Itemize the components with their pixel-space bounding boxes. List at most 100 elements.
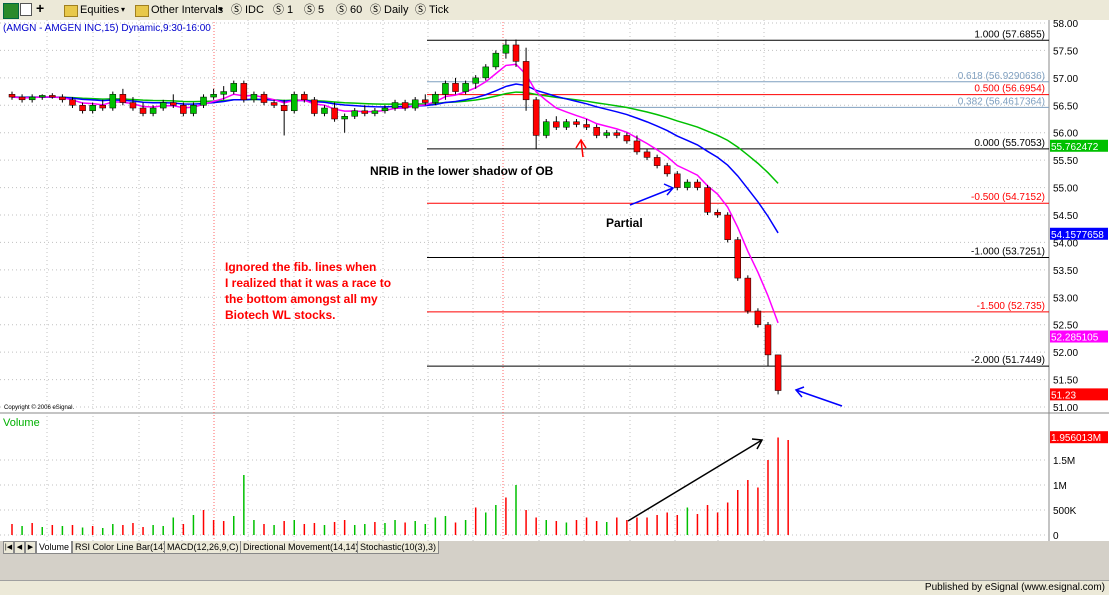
candle-body — [411, 99, 419, 109]
candle-body — [210, 94, 217, 98]
candle-body — [633, 140, 641, 153]
fib-label: 1.000 (57.6855) — [974, 29, 1045, 40]
tab-stochastic[interactable]: Stochastic(10(3),3) — [357, 541, 440, 554]
candle-body — [532, 99, 540, 136]
y-tick-label: 51.00 — [1053, 403, 1078, 414]
candle-body — [270, 102, 278, 106]
status-bar: Published by eSignal (www.esignal.com) — [0, 580, 1109, 595]
other-intervals-dropdown[interactable]: Other Intervals — [151, 4, 224, 16]
copyright-text: Copyright © 2006 eSignal. — [4, 404, 74, 411]
candle-body — [341, 116, 348, 120]
volume-axis: 1.5M 1M 500K 0 — [1053, 456, 1077, 541]
price-tag: 54.1577658 — [1051, 230, 1104, 241]
candle-body — [170, 102, 177, 106]
price-tag: 51.23 — [1051, 390, 1076, 401]
grid — [0, 20, 1049, 541]
interval-5-button[interactable]: 5 — [318, 4, 325, 16]
candle-body — [49, 95, 56, 98]
interval-idc-button[interactable]: IDC — [245, 4, 264, 16]
candle-body — [180, 105, 187, 114]
status-published: Published by eSignal (www.esignal.com) — [924, 582, 1105, 593]
candle-body — [502, 44, 510, 54]
interval-icon-1: Ⓢ — [273, 4, 284, 16]
candle-body — [280, 105, 288, 112]
candle-body — [260, 94, 268, 103]
price-chart: 1.000 (57.6855) 0.618 (56.9290636) 0.500 (… — [0, 20, 1109, 541]
nav-next-icon[interactable]: ▶ — [25, 541, 36, 554]
fib-label: -0.500 (54.7152) — [971, 192, 1045, 203]
bottom-arrow — [794, 386, 843, 407]
interval-icon-5: Ⓢ — [304, 4, 315, 16]
folder-icon[interactable] — [64, 5, 78, 17]
candle-body — [59, 96, 66, 101]
symbol-header: (AMGN - AMGEN INC,15) Dynamic,9:30-16:00 — [3, 23, 211, 34]
candle-body — [674, 173, 681, 188]
candle-body — [331, 107, 338, 120]
price-tag-bg — [1050, 139, 1108, 152]
candles — [8, 39, 782, 395]
candle-body — [744, 277, 752, 312]
interval-60-button[interactable]: 60 — [350, 4, 363, 16]
candle-body — [240, 83, 248, 101]
folder-icon-2[interactable] — [135, 5, 149, 17]
y-tick-label: 57.00 — [1053, 74, 1078, 85]
nav-first-icon[interactable]: |◀ — [3, 541, 14, 554]
y-tick-label: 56.50 — [1053, 101, 1078, 112]
chart-window-icon[interactable] — [3, 3, 19, 19]
candle-body — [512, 44, 520, 62]
fib-label: 0.382 (56.4617364) — [958, 96, 1045, 107]
candle-body — [684, 181, 691, 188]
price-tag: 52.285105 — [1051, 333, 1099, 344]
candle-body — [119, 94, 127, 103]
chevron-down-icon: ▾ — [121, 5, 126, 14]
price-tag-bg — [1050, 227, 1108, 240]
candle-body — [714, 212, 721, 216]
fib-label: -1.000 (53.7251) — [971, 247, 1045, 258]
copy-icon[interactable] — [20, 3, 32, 16]
candle-body — [79, 105, 86, 112]
tab-macd[interactable]: MACD(12,26,9,C) — [164, 541, 242, 554]
y-tick-label: 52.50 — [1053, 321, 1078, 332]
tab-volume[interactable]: Volume — [36, 541, 73, 554]
candle-body — [663, 165, 671, 175]
candle-body — [361, 110, 369, 114]
y-tick-label: 55.00 — [1053, 184, 1078, 195]
fib-label: 0.000 (55.7053) — [974, 138, 1045, 149]
candle-body — [553, 121, 560, 128]
add-icon[interactable]: + — [36, 0, 45, 16]
candle-body — [542, 121, 550, 136]
red-arrow — [575, 138, 587, 158]
candle-body — [482, 66, 490, 79]
candle-body — [774, 354, 782, 391]
interval-icon-idc: Ⓢ — [231, 4, 242, 16]
partial-arrow — [629, 183, 675, 206]
interval-1-button[interactable]: 1 — [287, 4, 294, 16]
chevron-down-icon-2: ▾ — [219, 5, 224, 14]
candle-body — [764, 324, 772, 356]
volume-tick-label: 0 — [1053, 531, 1059, 541]
tab-rsi[interactable]: RSI Color Line Bar(14) — [72, 541, 170, 554]
toolbar: + Equities ▾ Other Intervals ▾ Ⓢ IDC Ⓢ 1… — [0, 0, 1109, 21]
interval-daily-button[interactable]: Daily — [384, 4, 409, 16]
price-tag: 55.762472 — [1051, 142, 1099, 153]
y-tick-label: 54.00 — [1053, 238, 1078, 249]
candle-body — [109, 94, 117, 109]
candle-body — [432, 94, 439, 103]
volume-tick-label: 500K — [1053, 506, 1077, 517]
nav-prev-icon[interactable]: ◀ — [14, 541, 25, 554]
y-tick-label: 51.50 — [1053, 376, 1078, 387]
y-tick-label: 57.50 — [1053, 46, 1078, 57]
candle-body — [422, 99, 429, 103]
candle-body — [69, 99, 76, 106]
candle-body — [351, 110, 358, 117]
candle-body — [190, 105, 197, 114]
equities-dropdown[interactable]: Equities — [80, 4, 120, 16]
annotation-ignored-1: Ignored the fib. lines when — [225, 260, 376, 274]
interval-tick-button[interactable]: Tick — [429, 4, 449, 16]
y-tick-label: 58.00 — [1053, 20, 1078, 30]
tab-directional-movement[interactable]: Directional Movement(14,14) — [240, 541, 362, 554]
candle-body — [643, 151, 651, 158]
candle-body — [603, 132, 610, 136]
interval-icon-tick: Ⓢ — [415, 4, 426, 16]
annotation-ignored-4: Biotech WL stocks. — [225, 308, 335, 322]
